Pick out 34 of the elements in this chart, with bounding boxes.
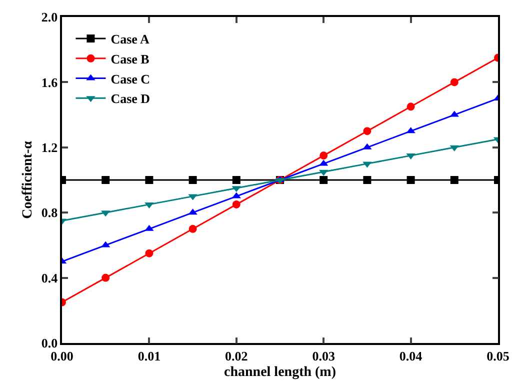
legend-label: Case A <box>110 32 150 47</box>
point <box>450 78 458 86</box>
legend-label: Case C <box>110 71 150 86</box>
point <box>320 176 328 184</box>
point <box>363 176 372 184</box>
point <box>232 176 240 184</box>
legend-label: Case B <box>110 51 150 66</box>
y-tick-label: 0.8 <box>41 205 58 220</box>
point <box>102 176 110 184</box>
x-tick-label: 0.01 <box>138 348 161 364</box>
x-tick-label: 0.00 <box>50 348 74 364</box>
y-tick-label: 1.6 <box>41 74 58 90</box>
legend-label: Case D <box>110 91 150 106</box>
point <box>188 176 197 184</box>
point <box>188 224 197 233</box>
x-tick-label: 0.02 <box>225 348 248 364</box>
y-axis-title: Coefficient-α <box>20 140 36 219</box>
y-tick-label: 0.4 <box>41 270 58 286</box>
x-tick-label: 0.04 <box>399 348 423 364</box>
y-tick-label: 2.0 <box>41 10 58 25</box>
point <box>450 176 458 184</box>
point <box>363 127 372 136</box>
point <box>406 176 415 184</box>
point <box>145 176 154 184</box>
x-tick-label: 0.05 <box>486 348 510 364</box>
point <box>145 249 154 258</box>
y-tick-label: 1.2 <box>41 140 58 155</box>
point <box>406 102 415 111</box>
point <box>102 274 110 282</box>
point <box>232 200 240 208</box>
x-tick-label: 0.03 <box>312 348 336 364</box>
point <box>320 152 328 160</box>
y-tick-label: 0.0 <box>41 336 58 351</box>
x-axis-title: channel length (m) <box>224 365 336 380</box>
